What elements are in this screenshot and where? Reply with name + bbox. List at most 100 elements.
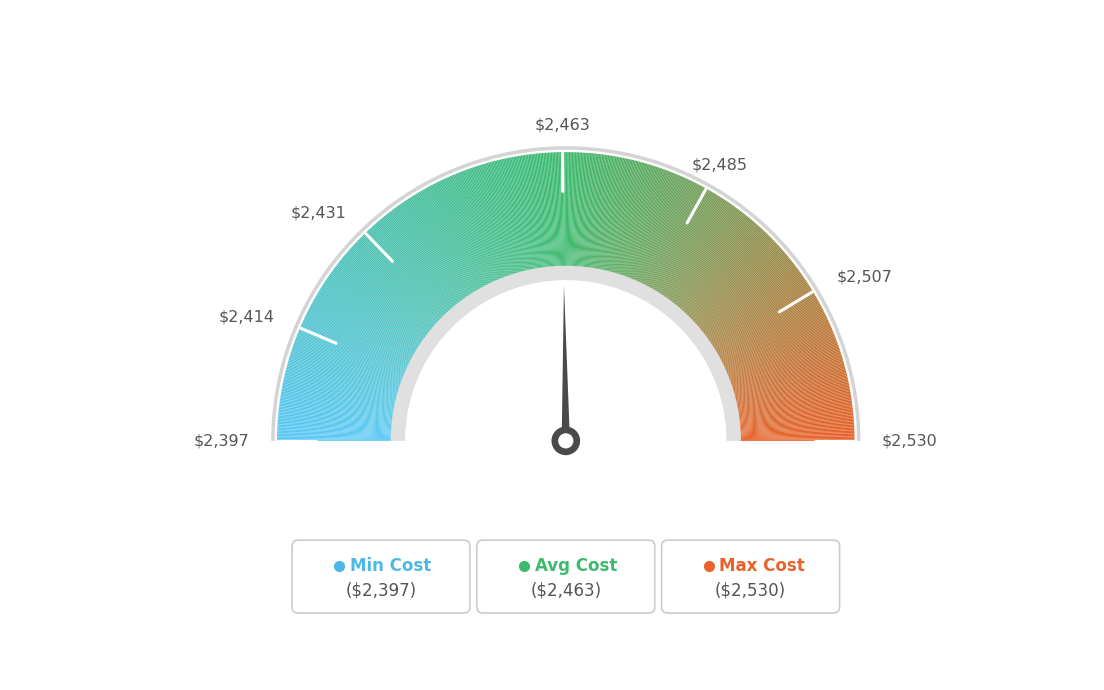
Wedge shape <box>429 186 485 288</box>
Wedge shape <box>406 199 470 297</box>
Wedge shape <box>629 172 673 280</box>
Wedge shape <box>296 337 404 380</box>
Wedge shape <box>492 161 522 273</box>
Wedge shape <box>698 253 786 329</box>
Wedge shape <box>737 402 852 418</box>
Wedge shape <box>639 179 690 284</box>
Wedge shape <box>283 382 396 406</box>
Wedge shape <box>705 271 800 339</box>
Wedge shape <box>688 237 771 319</box>
Wedge shape <box>455 173 500 281</box>
Wedge shape <box>625 169 665 278</box>
Wedge shape <box>736 390 850 411</box>
Wedge shape <box>331 271 426 339</box>
Wedge shape <box>601 158 626 271</box>
Wedge shape <box>284 380 396 405</box>
Wedge shape <box>737 399 851 417</box>
Wedge shape <box>352 246 438 324</box>
Wedge shape <box>626 170 668 279</box>
Wedge shape <box>283 385 396 408</box>
Wedge shape <box>546 152 555 268</box>
Wedge shape <box>668 207 736 302</box>
Wedge shape <box>287 366 399 397</box>
Wedge shape <box>614 164 648 275</box>
Wedge shape <box>578 153 588 268</box>
Wedge shape <box>643 182 696 286</box>
Wedge shape <box>692 244 778 324</box>
Wedge shape <box>293 347 402 386</box>
Wedge shape <box>341 258 432 332</box>
Wedge shape <box>277 427 393 433</box>
Wedge shape <box>446 178 495 284</box>
Wedge shape <box>286 368 399 397</box>
Wedge shape <box>338 263 429 335</box>
Wedge shape <box>725 331 834 375</box>
Wedge shape <box>715 297 817 355</box>
Wedge shape <box>279 400 394 417</box>
Wedge shape <box>359 239 442 320</box>
Wedge shape <box>335 268 427 337</box>
Wedge shape <box>576 152 584 268</box>
Text: ($2,463): ($2,463) <box>530 582 602 600</box>
Wedge shape <box>385 215 458 306</box>
Wedge shape <box>306 314 411 366</box>
Wedge shape <box>718 300 819 357</box>
Wedge shape <box>519 156 539 270</box>
Wedge shape <box>723 321 829 370</box>
Wedge shape <box>389 212 460 304</box>
Wedge shape <box>613 163 645 274</box>
Wedge shape <box>709 279 806 344</box>
Wedge shape <box>678 221 754 310</box>
Wedge shape <box>566 152 569 268</box>
Wedge shape <box>437 181 489 286</box>
Wedge shape <box>390 211 461 304</box>
Wedge shape <box>739 436 854 439</box>
Wedge shape <box>672 213 744 304</box>
Wedge shape <box>657 195 719 294</box>
Wedge shape <box>295 339 404 380</box>
Wedge shape <box>296 336 404 379</box>
Wedge shape <box>647 186 702 288</box>
Wedge shape <box>372 225 450 312</box>
Wedge shape <box>319 290 418 351</box>
Wedge shape <box>302 321 408 370</box>
Wedge shape <box>570 152 573 268</box>
Wedge shape <box>278 412 393 424</box>
Wedge shape <box>285 372 397 400</box>
Wedge shape <box>620 167 658 277</box>
Text: Min Cost: Min Cost <box>350 557 431 575</box>
Wedge shape <box>496 161 524 273</box>
Wedge shape <box>603 159 629 272</box>
Wedge shape <box>449 176 497 282</box>
Wedge shape <box>611 162 643 274</box>
Wedge shape <box>360 238 443 319</box>
Wedge shape <box>733 366 845 397</box>
Wedge shape <box>734 372 847 400</box>
Wedge shape <box>739 421 854 430</box>
Wedge shape <box>350 248 437 326</box>
Wedge shape <box>333 268 427 338</box>
Wedge shape <box>602 159 627 272</box>
Wedge shape <box>627 170 669 279</box>
Wedge shape <box>733 368 846 397</box>
Wedge shape <box>619 166 657 277</box>
Wedge shape <box>590 155 606 269</box>
Wedge shape <box>279 403 394 419</box>
Wedge shape <box>542 153 552 268</box>
Wedge shape <box>725 328 832 374</box>
Wedge shape <box>285 373 397 402</box>
Wedge shape <box>648 187 705 289</box>
Wedge shape <box>724 322 829 371</box>
Wedge shape <box>712 286 810 348</box>
Wedge shape <box>301 324 407 371</box>
Wedge shape <box>739 438 854 440</box>
Wedge shape <box>277 428 393 435</box>
Wedge shape <box>735 381 849 406</box>
Wedge shape <box>618 166 655 276</box>
Wedge shape <box>628 171 671 279</box>
Wedge shape <box>282 386 395 409</box>
Wedge shape <box>453 175 499 282</box>
Wedge shape <box>670 210 741 303</box>
Text: ($2,397): ($2,397) <box>346 582 416 600</box>
Wedge shape <box>567 152 571 268</box>
